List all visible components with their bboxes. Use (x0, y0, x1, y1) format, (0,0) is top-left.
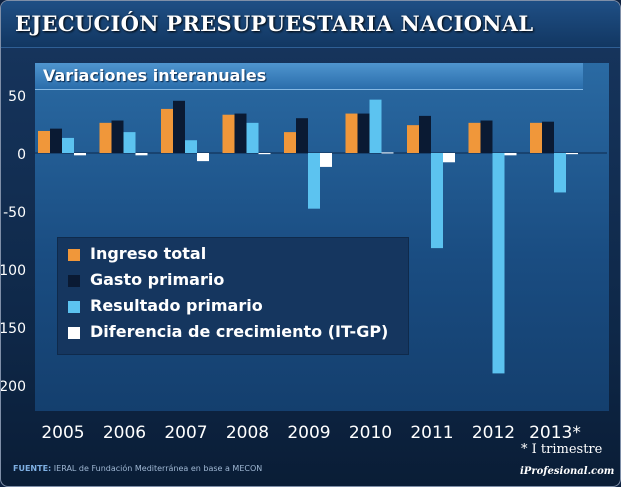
x-tick-label: 2013* (529, 423, 581, 443)
y-tick-label: -200 (1, 379, 26, 395)
bar-resultado-2005 (62, 137, 74, 153)
bar-resultado-2009 (308, 153, 320, 209)
bar-gasto-2012 (480, 120, 493, 153)
bar-resultado-2012 (492, 153, 505, 374)
x-tick-label: 2006 (103, 423, 146, 443)
header-bar: EJECUCIÓN PRESUPUESTARIA NACIONAL (1, 1, 620, 48)
bar-resultado-2011 (431, 153, 443, 249)
legend-item-diferencia: Diferencia de crecimiento (IT-GP) (68, 322, 404, 344)
bar-ingreso-2013 (530, 122, 542, 153)
page-title: EJECUCIÓN PRESUPUESTARIA NACIONAL (15, 11, 534, 36)
legend-swatch-gasto (68, 275, 80, 287)
x-tick-label: 2008 (226, 423, 269, 443)
bar-diferencia-2008 (258, 153, 271, 155)
bar-resultado-2010 (369, 99, 382, 153)
bar-gasto-2006 (111, 120, 124, 153)
footnote: * I trimestre (521, 442, 603, 457)
bar-ingreso-2010 (345, 113, 358, 153)
x-tick-label: 2005 (41, 423, 84, 443)
chart-subtitle: Variaciones interanuales (43, 66, 267, 85)
bar-diferencia-2011 (443, 153, 455, 163)
bar-diferencia-2013 (566, 153, 578, 155)
legend-item-gasto: Gasto primario (68, 270, 404, 292)
chart-legend: Ingreso total Gasto primario Resultado p… (57, 237, 409, 355)
source-note: FUENTE: IERAL de Fundación Mediterránea … (13, 464, 262, 473)
subtitle-banner: Variaciones interanuales (35, 63, 583, 90)
y-tick-label: -100 (1, 263, 26, 279)
bar-diferencia-2006 (135, 153, 148, 156)
bar-ingreso-2006 (99, 122, 112, 153)
bar-gasto-2013 (542, 121, 554, 153)
bar-diferencia-2012 (504, 153, 517, 156)
bar-gasto-2011 (419, 115, 431, 153)
bar-gasto-2007 (173, 100, 185, 153)
bar-resultado-2013 (554, 153, 566, 193)
bar-resultado-2008 (246, 122, 259, 153)
bar-diferencia-2009 (320, 153, 332, 167)
x-tick-label: 2010 (349, 423, 392, 443)
brand-logo: iProfesional.com (520, 466, 615, 477)
x-tick-label: 2012 (472, 423, 515, 443)
y-tick-label: -50 (3, 205, 26, 221)
legend-item-ingreso: Ingreso total (68, 244, 404, 266)
source-label: FUENTE: (13, 464, 52, 473)
legend-swatch-ingreso (68, 249, 80, 261)
bar-gasto-2008 (234, 113, 247, 153)
legend-label-resultado: Resultado primario (90, 296, 263, 315)
source-text: IERAL de Fundación Mediterránea en base … (53, 464, 263, 473)
bar-gasto-2005 (50, 128, 62, 153)
bar-gasto-2010 (357, 113, 370, 153)
y-tick-label: 0 (17, 147, 26, 163)
x-tick-label: 2009 (287, 423, 330, 443)
legend-label-gasto: Gasto primario (90, 270, 225, 289)
bar-gasto-2009 (296, 118, 308, 153)
y-tick-label: -150 (1, 321, 26, 337)
legend-label-ingreso: Ingreso total (90, 244, 207, 263)
legend-swatch-diferencia (68, 327, 80, 339)
bar-ingreso-2011 (407, 125, 419, 153)
x-tick-label: 2011 (410, 423, 453, 443)
bar-diferencia-2005 (74, 153, 86, 156)
bar-ingreso-2007 (161, 108, 173, 153)
x-tick-label: 2007 (164, 423, 207, 443)
bar-resultado-2006 (123, 132, 136, 153)
y-tick-label: 50 (8, 89, 26, 105)
bar-ingreso-2008 (222, 114, 235, 153)
bar-diferencia-2010 (381, 152, 394, 154)
legend-label-diferencia: Diferencia de crecimiento (IT-GP) (90, 322, 389, 341)
bar-resultado-2007 (185, 140, 197, 153)
bar-ingreso-2005 (38, 130, 50, 153)
bar-ingreso-2009 (284, 132, 296, 153)
legend-item-resultado: Resultado primario (68, 296, 404, 318)
legend-swatch-resultado (68, 301, 80, 313)
bar-diferencia-2007 (197, 153, 209, 162)
bar-ingreso-2012 (468, 122, 481, 153)
